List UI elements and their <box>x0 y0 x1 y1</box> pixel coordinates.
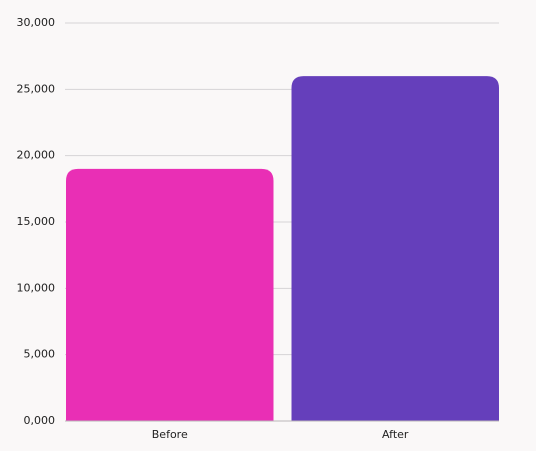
y-tick-label: 5,000 <box>24 348 56 361</box>
bar <box>291 76 499 422</box>
bar <box>66 168 274 421</box>
y-tick-label: 15,000 <box>17 215 56 228</box>
y-tick-label: 25,000 <box>17 82 56 95</box>
y-tick-label: 30,000 <box>17 16 56 29</box>
x-tick-label: Before <box>152 428 188 441</box>
y-tick-label: 0,000 <box>24 414 56 427</box>
y-tick-label: 10,000 <box>17 281 56 294</box>
x-tick-label: After <box>382 428 409 441</box>
y-tick-label: 20,000 <box>17 149 56 162</box>
